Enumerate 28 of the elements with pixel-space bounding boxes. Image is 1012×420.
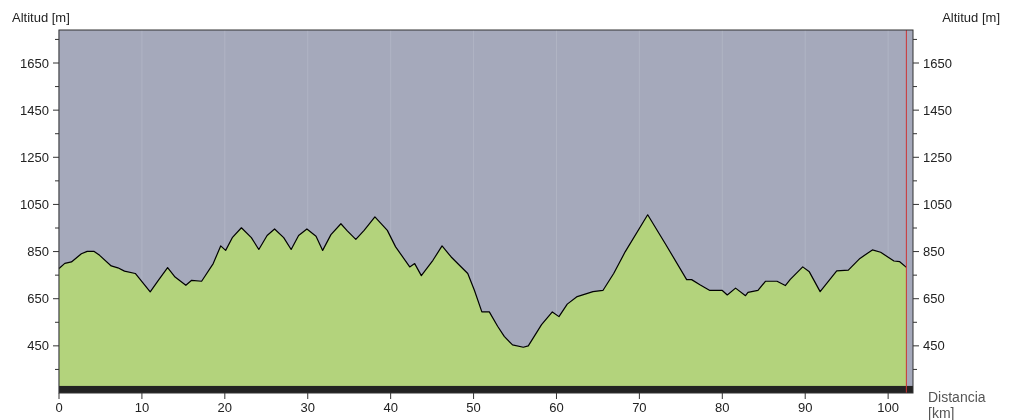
x-tick-label: 10 (134, 400, 150, 415)
x-tick-label: 70 (632, 400, 647, 415)
x-tick-label: 100 (877, 400, 899, 415)
y-tick-label: 450 (27, 338, 49, 354)
y2-tick-label: 450 (923, 338, 945, 354)
y2-tick-label: 1050 (923, 196, 952, 212)
y-tick-label: 650 (27, 291, 49, 307)
x-tick-label: 0 (55, 400, 63, 415)
y-tick-label: 1650 (20, 55, 49, 71)
x-tick-label: 60 (549, 400, 564, 415)
x-tick-label: 30 (300, 400, 315, 415)
y-tick-label: 850 (27, 244, 49, 260)
y-tick-label: 1450 (20, 102, 49, 118)
x-tick-label: 90 (797, 400, 813, 415)
x-tick-label: 40 (383, 400, 398, 415)
y-tick-label: 1250 (20, 149, 49, 165)
y2-tick-label: 1450 (923, 102, 952, 118)
y-axis-title: Altitud [m] (12, 10, 70, 25)
x-tick-label: 50 (466, 400, 481, 415)
x-tick-label: 80 (715, 400, 730, 415)
y2-axis-title: Altitud [m] (942, 10, 1000, 25)
x-axis-title: Distancia [km] (928, 389, 986, 420)
y2-tick-label: 850 (923, 244, 945, 260)
y2-tick-label: 650 (923, 291, 945, 307)
x-tick-label: 20 (217, 400, 233, 415)
y2-tick-label: 1650 (923, 55, 952, 71)
y2-tick-label: 1250 (923, 149, 952, 165)
y-tick-label: 1050 (20, 196, 49, 212)
